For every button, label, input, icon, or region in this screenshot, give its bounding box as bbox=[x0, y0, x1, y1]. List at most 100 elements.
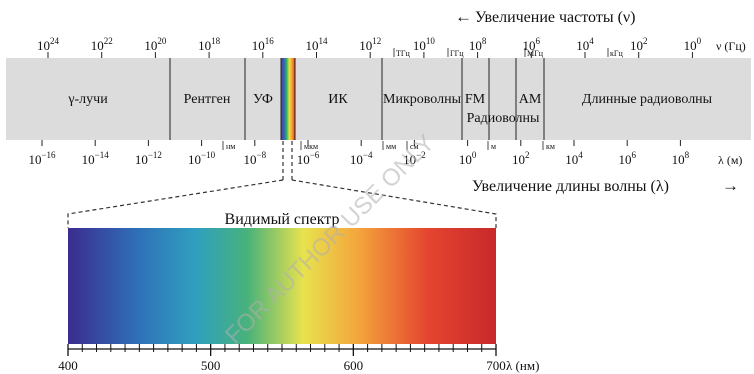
wave-tick-label-exp: 0 bbox=[472, 150, 477, 160]
freq-tick-label: 1020 bbox=[144, 36, 167, 53]
wave-tick-label-base: 10 bbox=[244, 152, 257, 167]
unit-cm: см bbox=[410, 142, 419, 151]
freq-tick-label-base: 10 bbox=[359, 38, 372, 53]
wave-tick-label-exp: −10 bbox=[201, 150, 216, 160]
wave-tick-label-base: 10 bbox=[350, 152, 363, 167]
wave-tick-label-exp: −16 bbox=[41, 150, 56, 160]
freq-tick-label: 104 bbox=[576, 36, 594, 53]
freq-tick-label-exp: 10 bbox=[426, 36, 436, 46]
freq-tick-label: 1022 bbox=[91, 36, 113, 53]
wave-tick-label-base: 10 bbox=[459, 152, 472, 167]
freq-tick-label-exp: 0 bbox=[697, 36, 702, 46]
band-am: AM bbox=[519, 92, 542, 107]
freq-tick-label: 1014 bbox=[306, 36, 329, 53]
freq-tick-label-exp: 6 bbox=[536, 36, 541, 46]
freq-tick-label: 1010 bbox=[413, 36, 436, 53]
visible-zoom-lines bbox=[67, 141, 497, 228]
wave-tick-label: 10−8 bbox=[244, 150, 267, 167]
wave-tick-label-exp: −12 bbox=[148, 150, 162, 160]
wavelength-axis: 10−16 10−14 10−12 10−10 10−8 10−6 10−4 10−2 100 1… bbox=[28, 140, 690, 167]
wavelength-unit-marks: нм мкм мм см м км bbox=[226, 142, 555, 151]
wavelength-unit: λ (м) bbox=[718, 153, 742, 167]
wave-tick-label: 10−6 bbox=[297, 150, 320, 167]
freq-tick-label-base: 10 bbox=[144, 38, 157, 53]
wave-tick-label-exp: 4 bbox=[578, 150, 583, 160]
wave-tick-label-base: 10 bbox=[672, 152, 685, 167]
freq-tick-label: 1018 bbox=[198, 36, 221, 53]
freq-tick-label-exp: 22 bbox=[104, 36, 113, 46]
freq-tick-label-base: 10 bbox=[91, 38, 104, 53]
frequency-increase-label: Увеличение частоты (ν) bbox=[475, 9, 635, 26]
freq-tick-label: 100 bbox=[684, 36, 702, 53]
unit-km: км bbox=[546, 142, 555, 151]
wave-tick-label-base: 10 bbox=[188, 152, 201, 167]
wave-tick-label: 10−4 bbox=[350, 150, 373, 167]
freq-tick-label-base: 10 bbox=[523, 38, 536, 53]
band-uv: УФ bbox=[253, 92, 273, 107]
freq-tick-label-exp: 20 bbox=[157, 36, 167, 46]
wave-tick-label: 10−12 bbox=[135, 150, 162, 167]
band-fm: FM bbox=[465, 92, 486, 107]
wave-tick-label: 10−14 bbox=[82, 150, 110, 167]
wave-tick-label-base: 10 bbox=[403, 152, 416, 167]
frequency-axis: 1024 1022 1020 1018 1016 1014 1012 1010 108 106 10… bbox=[37, 36, 702, 58]
freq-tick-label-base: 10 bbox=[630, 38, 643, 53]
wave-tick-label-base: 10 bbox=[512, 152, 525, 167]
visible-axis: 400 500 600 700 bbox=[58, 358, 506, 373]
band-separators bbox=[169, 58, 545, 140]
right-arrow-icon: → bbox=[722, 176, 739, 195]
band-microwave: Микроволны bbox=[383, 92, 462, 107]
wave-tick-label-exp: −14 bbox=[95, 150, 110, 160]
wave-tick-label: 10−10 bbox=[188, 150, 216, 167]
unit-mm: мм bbox=[386, 142, 396, 151]
spectrum-bar bbox=[6, 58, 751, 140]
frequency-increase-header: ← Увеличение частоты (ν) bbox=[455, 7, 635, 26]
visible-spectrum-bar bbox=[68, 228, 496, 344]
unit-nm: нм bbox=[226, 142, 235, 151]
freq-tick-label-exp: 24 bbox=[50, 36, 60, 46]
wave-tick-label-exp: 2 bbox=[525, 150, 530, 160]
freq-tick-label-exp: 2 bbox=[643, 36, 648, 46]
freq-tick-label: 102 bbox=[630, 36, 648, 53]
wave-tick-label-exp: 6 bbox=[631, 150, 636, 160]
unit-ghz: ГГц bbox=[450, 49, 464, 58]
freq-tick-label-base: 10 bbox=[576, 38, 589, 53]
wave-tick-label-base: 10 bbox=[135, 152, 148, 167]
visible-band-strip bbox=[281, 58, 295, 140]
freq-tick-label-base: 10 bbox=[37, 38, 50, 53]
wave-tick-label-exp: −4 bbox=[363, 150, 373, 160]
band-xray: Рентген bbox=[184, 92, 231, 107]
frequency-unit: ν (Гц) bbox=[716, 39, 746, 53]
freq-tick-label-exp: 14 bbox=[319, 36, 329, 46]
visible-spectrum-title: Видимый спектр bbox=[225, 211, 340, 228]
freq-tick-label: 1012 bbox=[359, 36, 381, 53]
freq-tick-label-base: 10 bbox=[306, 38, 319, 53]
left-arrow-icon: ← bbox=[455, 7, 472, 26]
wavelength-increase-header: Увеличение длины волны (λ) → bbox=[472, 176, 739, 195]
freq-tick-label: 106 bbox=[523, 36, 541, 53]
freq-tick-label: 108 bbox=[469, 36, 487, 53]
freq-tick-label-base: 10 bbox=[469, 38, 482, 53]
wavelength-increase-label: Увеличение длины волны (λ) bbox=[472, 178, 669, 195]
unit-um: мкм bbox=[304, 142, 318, 151]
wave-tick-label-exp: −2 bbox=[416, 150, 426, 160]
wave-tick-label-base: 10 bbox=[565, 152, 578, 167]
visible-tick-label: 500 bbox=[201, 358, 221, 373]
band-longwave: Длинные радиоволны bbox=[582, 92, 713, 107]
visible-minor-ticks bbox=[67, 344, 497, 356]
wave-tick-label: 106 bbox=[618, 150, 636, 167]
visible-tick-label: 400 bbox=[58, 358, 78, 373]
wave-tick-label: 10−2 bbox=[403, 150, 426, 167]
wave-tick-label-base: 10 bbox=[297, 152, 310, 167]
band-ir: ИК bbox=[328, 92, 348, 107]
freq-tick-label: 1024 bbox=[37, 36, 60, 53]
unit-mhz: МГц bbox=[527, 49, 544, 58]
wave-tick-label: 102 bbox=[512, 150, 530, 167]
freq-tick-label-base: 10 bbox=[198, 38, 211, 53]
wave-tick-label: 104 bbox=[565, 150, 583, 167]
frequency-unit-marks: ТГц ГГц МГц кГц bbox=[396, 49, 624, 58]
wave-tick-label-exp: 8 bbox=[685, 150, 690, 160]
wave-tick-label: 100 bbox=[459, 150, 477, 167]
freq-tick-label-base: 10 bbox=[684, 38, 697, 53]
